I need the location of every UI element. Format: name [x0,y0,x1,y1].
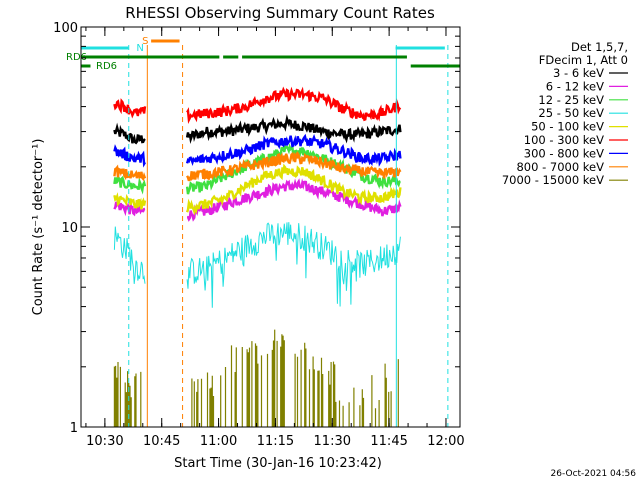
series-7000-15000-kev [113,329,399,427]
legend-label: 7000 - 15000 keV [502,173,604,187]
series-trace [113,192,147,210]
series-25-50-kev [113,222,401,308]
flag-label-rd6: RD6 [96,61,117,72]
flag-bar-n [81,46,129,50]
x-tick-label: 11:30 [314,434,351,449]
series-3-6-kev [113,114,402,145]
series-layer [113,86,402,427]
series-trace [113,362,142,427]
flag-bar-rd6 [223,55,239,59]
flag-label-s: S [142,36,148,47]
y-tick-label: 1 [70,421,78,436]
series-trace [186,222,401,308]
flag-bar-rd6 [242,55,407,59]
flag-bar-s [151,39,180,43]
series-trace [113,201,146,217]
series-trace [185,163,402,216]
x-tick-label: 10:45 [143,434,180,449]
series-trace [113,122,146,145]
x-tick-label: 12:00 [427,434,464,449]
flag-bar-n [395,46,445,50]
y-tick-label: 10 [61,221,78,236]
flag-bar-rd6 [81,64,91,68]
legend-label: 300 - 800 keV [524,146,604,160]
series-trace [113,226,146,284]
series-trace [186,86,402,125]
series-trace [113,144,147,168]
legend-label: 12 - 25 keV [538,93,604,107]
legend-label: 100 - 300 keV [524,133,604,147]
series-trace [113,164,147,182]
flag-bar-rd6 [81,55,220,59]
legend-header-line: FDecim 1, Att 0 [539,53,628,67]
footer-timestamp: 26-Oct-2021 04:56 [551,469,637,479]
legend-label: 800 - 7000 keV [516,160,604,174]
vertical-markers [128,45,449,427]
series-6-12-kev [113,178,402,222]
series-300-800-kev [113,133,402,168]
flag-label-rd6: RD6 [66,52,87,63]
legend-label: 6 - 12 keV [546,79,604,93]
legend-label: 25 - 50 keV [538,106,604,120]
series-100-300-kev [113,86,402,125]
chart-title: RHESSI Observing Summary Count Rates [125,4,435,22]
y-axis-label: Count Rate (s⁻¹ detector⁻¹) [31,139,46,316]
series-trace [185,133,402,167]
series-800-7000-kev [113,150,402,182]
axes: 10:30 10:45 11:00 11:15 11:30 11:45 12:00 1 10 10… [53,21,465,449]
flag-label-n: N [136,43,143,54]
legend-label: 50 - 100 keV [531,120,604,134]
series-trace [191,329,399,427]
x-tick-label: 11:00 [200,434,237,449]
series-trace [186,178,402,222]
legend-header-line: Det 1,5,7, [571,40,628,54]
series-trace [113,98,147,119]
flag-bars: RD6 RD6 SN [66,36,460,72]
series-50-100-kev [113,163,402,216]
legend-label: 3 - 6 keV [553,66,604,80]
series-trace [113,175,147,195]
flag-bar-rd6 [410,64,460,68]
x-tick-label: 10:30 [86,434,123,449]
series-trace [185,114,402,144]
x-tick-label: 11:15 [257,434,294,449]
x-axis-label: Start Time (30-Jan-16 10:23:42) [174,456,382,471]
y-tick-label: 100 [53,21,78,36]
x-tick-label: 11:45 [370,434,407,449]
series-trace [186,150,402,182]
